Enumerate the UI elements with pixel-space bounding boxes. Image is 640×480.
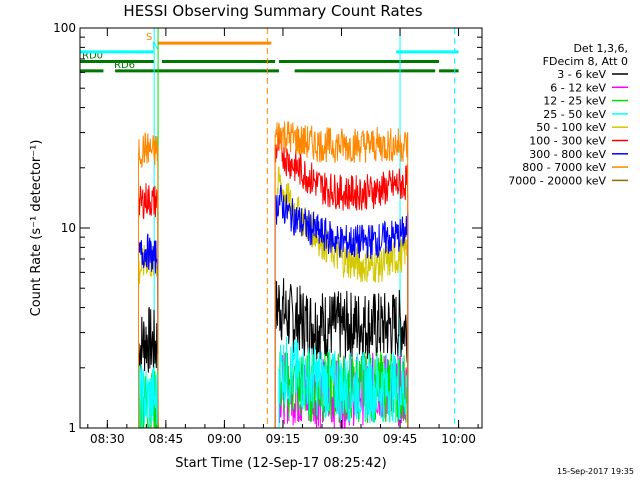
legend-entry-12-25-kev: 12 - 25 keV [543, 95, 606, 108]
x-tick-label: 09:00 [207, 432, 242, 446]
series-300-800-kev-line [274, 184, 409, 429]
x-tick-label: 09:30 [324, 432, 359, 446]
y-tick-label: 1 [68, 421, 76, 435]
legend-entry-3-6-kev: 3 - 6 keV [557, 68, 606, 81]
flag-bars: RD0 RD6 SN [80, 32, 459, 73]
legend-entry-50-100-kev: 50 - 100 keV [536, 121, 606, 134]
series-100-300-kev-line [138, 183, 159, 429]
plot-frame [79, 27, 483, 429]
series-3-6-kev-line [274, 278, 409, 429]
legend-entry-6-12-kev: 6 - 12 keV [550, 81, 606, 94]
y-tick-label: 10 [61, 221, 76, 235]
legend-entry-7000-20000-kev: 7000 - 20000 keV [508, 174, 606, 187]
series-25-50-kev-line [278, 336, 409, 429]
series-layer [138, 121, 409, 430]
legend-entry-25-50-kev: 25 - 50 keV [543, 108, 606, 121]
x-tick-label: 09:45 [383, 432, 418, 446]
legend-entry-300-800-kev: 300 - 800 keV [529, 148, 606, 161]
x-tick-label: 08:30 [90, 432, 125, 446]
legend-header: FDecim 8, Att 0 [543, 55, 628, 68]
legend-header: Det 1,3,6, [573, 42, 628, 55]
x-tick-label: 08:45 [149, 432, 184, 446]
series-100-300-kev-line [274, 129, 409, 429]
timestamp: 15-Sep-2017 19:35 [557, 467, 634, 476]
y-tick-label: 100 [53, 21, 76, 35]
y-axis-label: Count Rate (s⁻¹ detector⁻¹) [29, 140, 44, 317]
flag-label-s: S [146, 32, 152, 43]
series-300-800-kev-line [138, 233, 159, 429]
x-axis-label: Start Time (12-Sep-17 08:25:42) [175, 456, 386, 471]
flag-label-rd0: RD0 [82, 50, 103, 61]
x-tick-label: 10:00 [441, 432, 476, 446]
legend-entry-800-7000-kev: 800 - 7000 keV [522, 161, 606, 174]
series-25-50-kev-line [138, 364, 159, 429]
axes: 08:30 08:45 09:00 09:15 09:30 09:45 10:00 1 10 10… [53, 21, 482, 446]
series-800-7000-kev-line [138, 132, 159, 429]
flag-label-n: N [152, 41, 159, 52]
chart-title: HESSI Observing Summary Count Rates [123, 2, 422, 20]
x-tick-label: 09:15 [266, 432, 301, 446]
series-800-7000-kev-line [274, 121, 409, 429]
flag-label-rd6: RD6 [114, 60, 135, 71]
legend-entry-100-300-kev: 100 - 300 keV [529, 135, 606, 148]
